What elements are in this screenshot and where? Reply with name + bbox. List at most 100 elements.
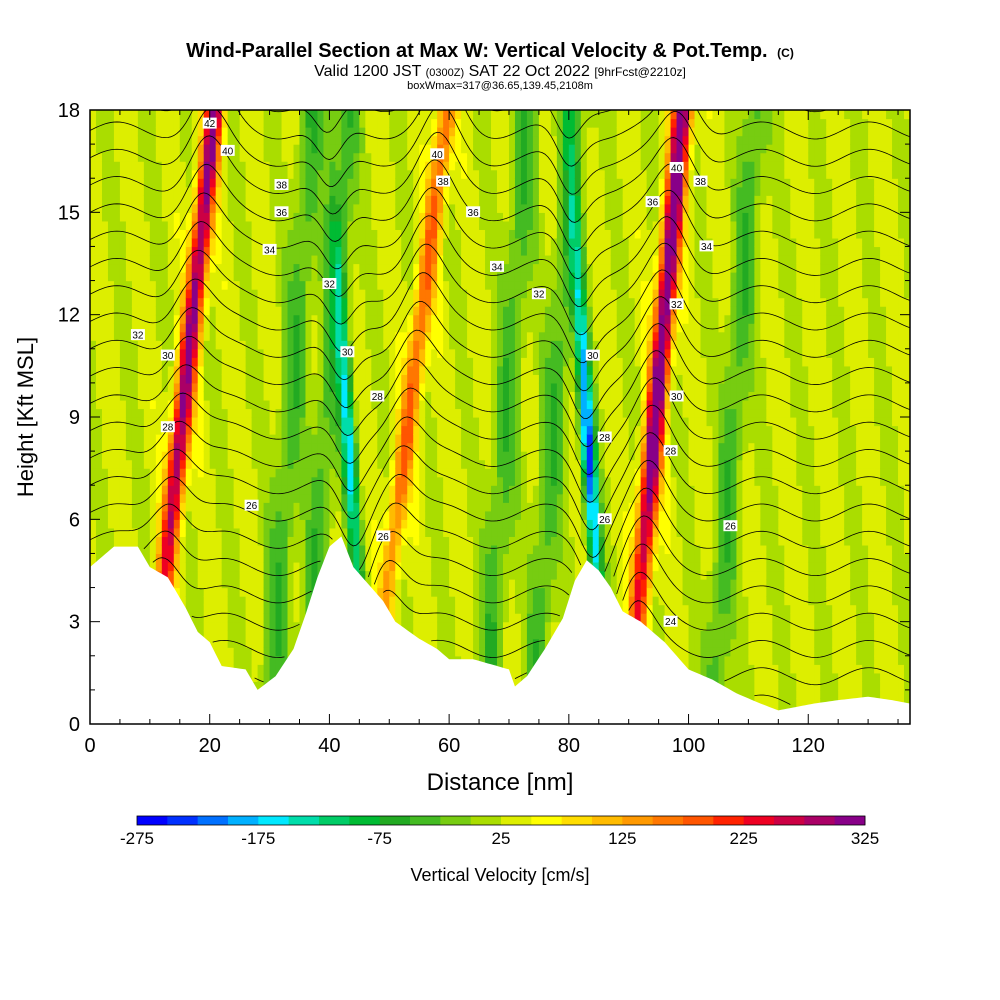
velocity-cell — [461, 417, 468, 427]
velocity-cell — [173, 553, 181, 563]
velocity-cell — [107, 323, 115, 333]
velocity-cell — [257, 272, 265, 282]
velocity-cell — [107, 186, 115, 196]
velocity-cell — [251, 340, 259, 350]
velocity-cell — [395, 391, 402, 401]
velocity-cell — [185, 144, 193, 154]
velocity-cell — [227, 621, 235, 631]
velocity-cell — [419, 348, 426, 358]
velocity-cell — [365, 229, 372, 239]
velocity-cell — [221, 212, 229, 222]
velocity-cell — [425, 306, 432, 316]
velocity-cell — [383, 485, 390, 495]
velocity-cell — [407, 527, 414, 537]
velocity-cell — [131, 161, 139, 171]
velocity-cell — [95, 169, 103, 179]
velocity-cell — [407, 331, 414, 341]
velocity-cell — [377, 365, 384, 375]
velocity-cell — [401, 408, 408, 418]
velocity-cell — [119, 203, 127, 213]
velocity-cell — [137, 374, 145, 384]
velocity-cell — [449, 331, 456, 341]
velocity-cell — [425, 169, 432, 179]
velocity-cell — [431, 212, 438, 222]
velocity-cell — [383, 399, 390, 410]
velocity-cell — [293, 365, 301, 375]
velocity-cell — [275, 468, 283, 478]
velocity-cell — [233, 297, 241, 307]
velocity-cell — [437, 212, 444, 222]
velocity-cell — [233, 630, 241, 640]
velocity-cell — [263, 195, 271, 205]
velocity-cell — [395, 237, 402, 248]
velocity-cell — [437, 348, 444, 358]
velocity-cell — [143, 169, 151, 179]
velocity-cell — [479, 382, 486, 393]
velocity-cell — [203, 357, 211, 367]
velocity-cell — [119, 434, 127, 444]
velocity-cell — [125, 417, 133, 427]
velocity-cell — [269, 561, 277, 572]
velocity-cell — [209, 638, 217, 648]
velocity-cell — [383, 587, 390, 597]
velocity-cell — [137, 365, 145, 375]
velocity-cell — [485, 289, 492, 299]
velocity-cell — [419, 306, 426, 316]
velocity-cell — [353, 135, 360, 145]
velocity-cell — [173, 229, 181, 239]
velocity-cell — [161, 331, 169, 341]
velocity-cell — [461, 536, 468, 546]
velocity-cell — [101, 144, 109, 154]
velocity-cell — [281, 382, 289, 393]
velocity-cell — [149, 289, 157, 299]
velocity-cell — [257, 417, 265, 427]
velocity-cell — [293, 186, 301, 196]
velocity-cell — [161, 485, 169, 495]
velocity-cell — [221, 399, 229, 410]
velocity-cell — [437, 527, 444, 537]
velocity-cell — [269, 604, 277, 614]
velocity-cell — [203, 280, 211, 290]
velocity-cell — [389, 306, 396, 316]
velocity-cell — [107, 425, 115, 435]
velocity-cell — [485, 272, 492, 282]
velocity-cell — [413, 519, 420, 529]
velocity-cell — [479, 331, 486, 341]
velocity-cell — [425, 408, 432, 418]
velocity-cell — [311, 331, 319, 341]
velocity-cell — [431, 442, 438, 452]
velocity-cell — [401, 425, 408, 435]
velocity-cell — [239, 553, 247, 563]
velocity-cell — [203, 399, 211, 410]
velocity-cell — [269, 169, 277, 179]
velocity-cell — [497, 237, 504, 248]
velocity-cell — [431, 630, 438, 640]
velocity-cell — [143, 280, 151, 290]
velocity-cell — [485, 476, 492, 486]
velocity-cell — [113, 169, 121, 179]
velocity-cell — [479, 161, 486, 171]
velocity-cell — [479, 365, 486, 375]
velocity-cell — [479, 178, 486, 188]
velocity-cell — [443, 519, 450, 529]
velocity-cell — [419, 340, 426, 350]
velocity-cell — [173, 135, 181, 145]
velocity-cell — [221, 417, 229, 427]
velocity-cell — [281, 476, 289, 486]
velocity-cell — [203, 237, 211, 248]
velocity-cell — [437, 280, 444, 290]
velocity-cell — [467, 553, 474, 563]
velocity-cell — [485, 451, 492, 461]
velocity-cell — [353, 144, 360, 154]
velocity-cell — [305, 510, 313, 520]
velocity-cell — [281, 596, 289, 606]
velocity-cell — [95, 544, 103, 555]
velocity-cell — [90, 135, 97, 145]
velocity-cell — [173, 425, 181, 435]
velocity-cell — [245, 493, 253, 503]
velocity-cell — [113, 323, 121, 333]
velocity-cell — [359, 118, 366, 128]
velocity-cell — [359, 203, 366, 213]
velocity-cell — [90, 374, 97, 384]
velocity-cell — [257, 425, 265, 435]
